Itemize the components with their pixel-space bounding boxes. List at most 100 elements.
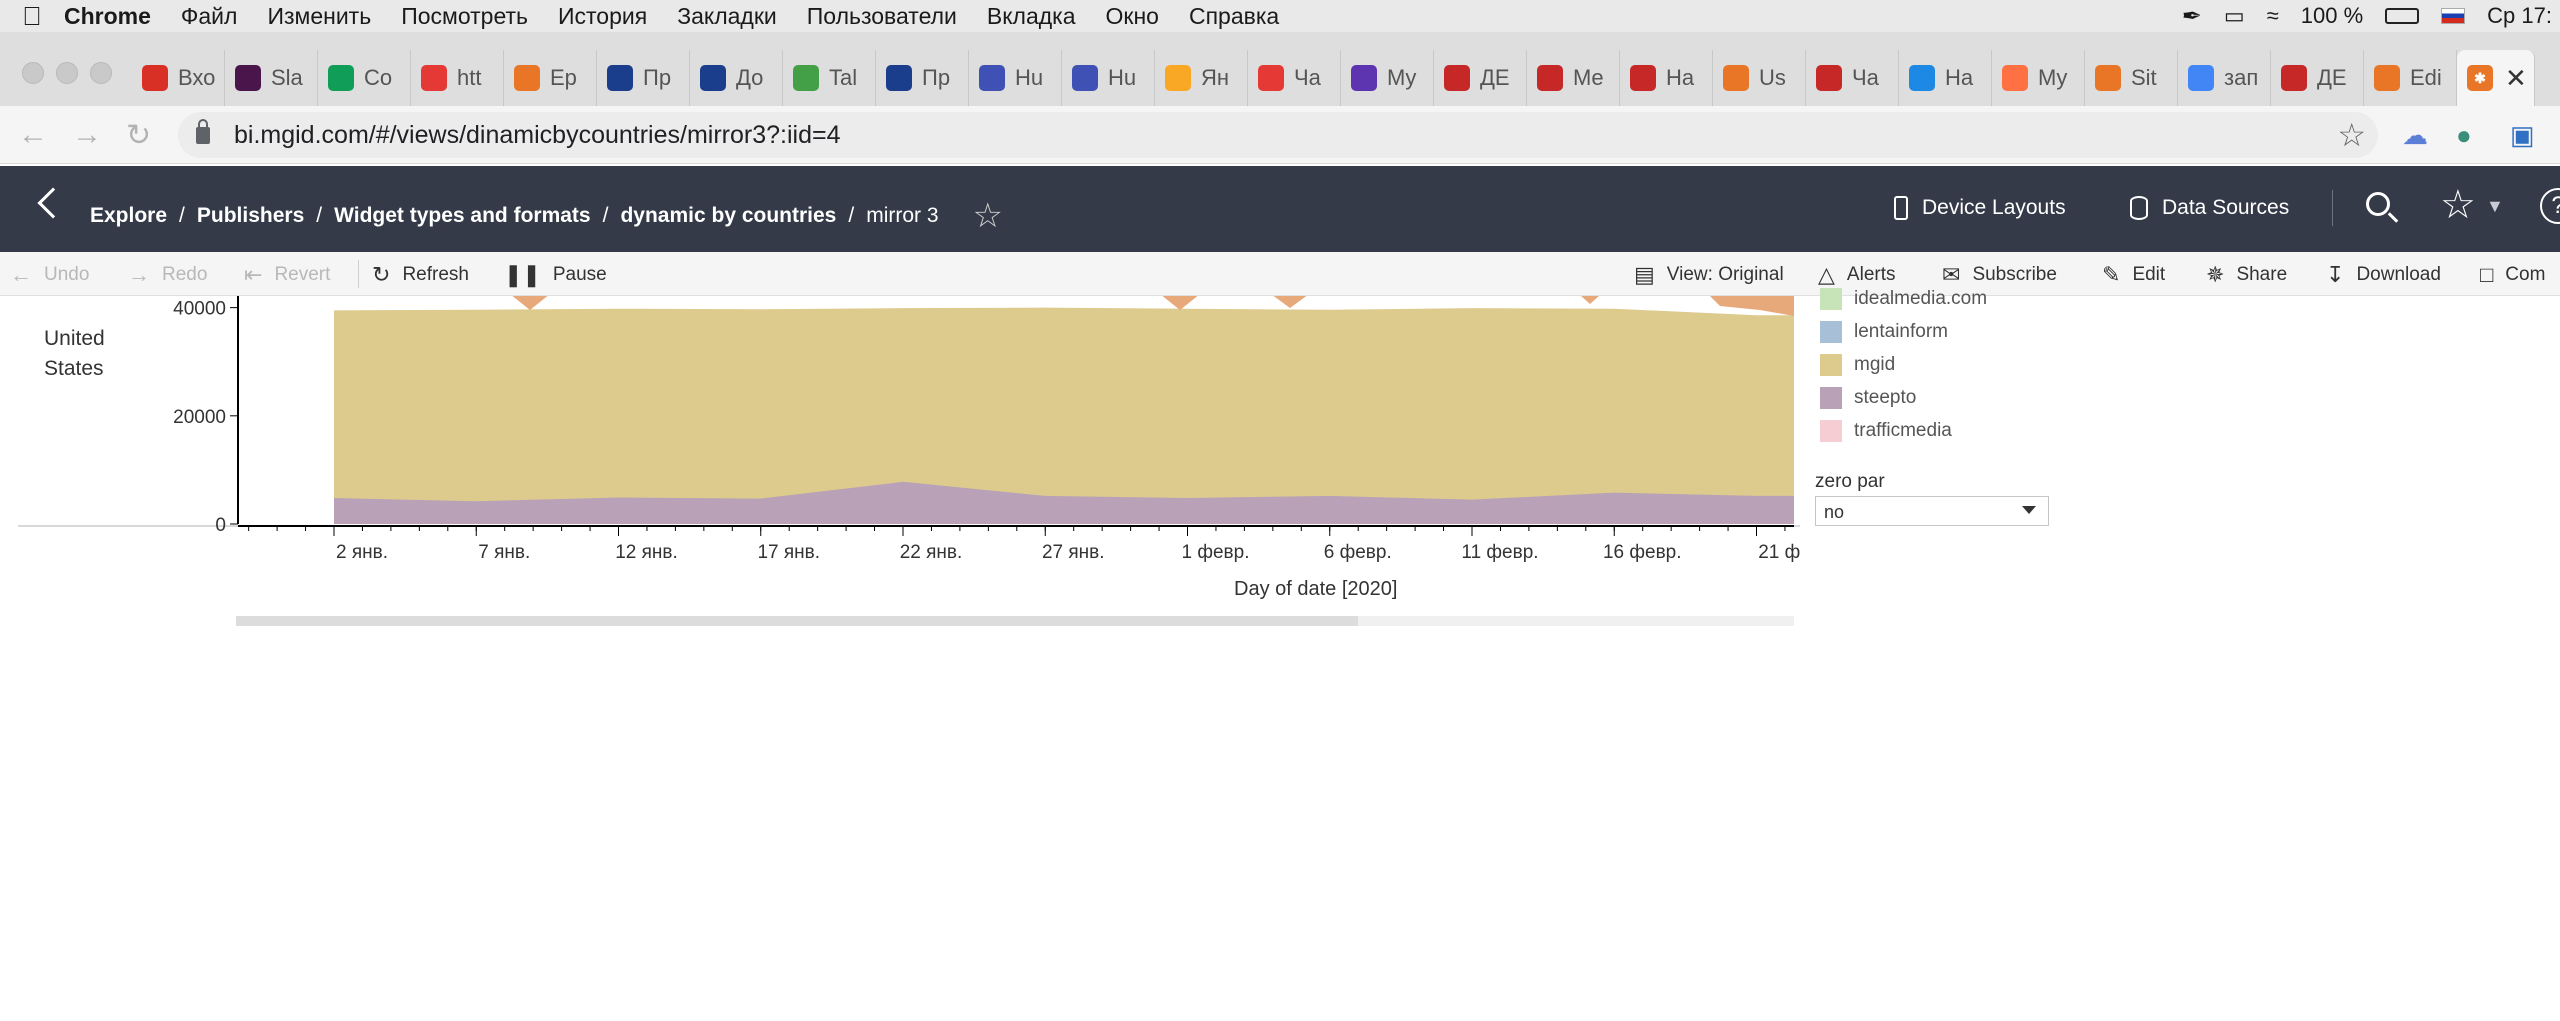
menu-item-users[interactable]: Пользователи [806,2,957,29]
subscribe-button[interactable]: ✉ Subscribe [1942,262,2057,288]
area-chart[interactable]: 0 20000 40000 2 янв. 7 янв. 12 янв. 17 янв. 22 … [0,296,1800,596]
browser-tab[interactable]: На [1620,50,1713,106]
breadcrumb-dynamic-by-countries[interactable]: dynamic by countries [620,204,837,227]
feather-icon[interactable]: ✒ [2181,2,2202,30]
favorite-star-icon[interactable]: ☆ [972,197,1004,235]
bookmark-star-icon[interactable]: ☆ [2337,117,2366,153]
outlook-extension-icon[interactable]: ▣ [2510,120,2535,150]
page-title: mirror 3 [866,204,939,227]
share-button[interactable]: ✵ Share [2206,262,2287,288]
turtle-extension-icon[interactable]: ● [2456,120,2472,150]
reload-icon[interactable]: ↻ [126,119,152,152]
menu-item-history[interactable]: История [558,2,648,29]
revert-button[interactable]: ⇤ Revert [244,262,330,288]
browser-tab[interactable]: Ep [504,50,597,106]
pause-button[interactable]: ❚❚ Pause [504,262,607,288]
menu-item-file[interactable]: Файл [180,2,238,29]
close-window-button[interactable] [22,62,44,84]
menu-item-tab[interactable]: Вкладка [986,2,1076,29]
legend-item[interactable]: steepto [1820,387,1916,409]
browser-tab[interactable]: My [1341,50,1434,106]
browser-tab-active[interactable]: ✱ ✕ [2457,50,2535,106]
menu-item-edit[interactable]: Изменить [267,2,372,29]
legend-item[interactable]: trafficmedia [1820,420,1952,442]
series-area-mgid[interactable] [334,307,1794,524]
browser-tab[interactable]: Us [1713,50,1806,106]
download-button[interactable]: ↧ Download [2326,262,2441,288]
browser-tab[interactable]: Sit [2085,50,2178,106]
back-arrow-icon[interactable]: ← [18,118,48,151]
browser-tab[interactable]: ДЕ [2271,50,2364,106]
horizontal-scrollbar-thumb[interactable] [236,616,1358,626]
menu-item-view[interactable]: Посмотреть [401,2,528,29]
browser-tab[interactable]: Hu [1062,50,1155,106]
legend-item[interactable]: lentainform [1820,321,1948,343]
series-area-steepto[interactable] [334,481,1794,524]
lock-icon[interactable] [196,118,210,144]
back-chevron-icon[interactable] [37,187,69,219]
legend-item[interactable]: mgid [1820,354,1895,376]
browser-tab[interactable]: Ча [1806,50,1899,106]
battery-percent[interactable]: 100 % [2300,3,2364,28]
forward-arrow-icon[interactable]: → [72,118,102,151]
browser-tab[interactable]: До [690,50,783,106]
data-sources-button[interactable]: Data Sources [2130,196,2289,220]
browser-tab[interactable]: Me [1527,50,1620,106]
zero-par-dropdown[interactable]: no [1815,496,2049,526]
alerts-button[interactable]: △ Alerts [1818,262,1896,288]
browser-tab[interactable]: Sla [225,50,318,106]
menu-item-help[interactable]: Справка [1188,2,1280,29]
chevron-down-icon[interactable]: ▼ [2486,196,2504,216]
url-text[interactable]: bi.mgid.com/#/views/dinamicbycountries/m… [234,120,841,149]
breadcrumb-explore[interactable]: Explore [90,204,168,227]
edit-button[interactable]: ✎ Edit [2102,262,2165,288]
menu-item-window[interactable]: Окно [1105,2,1159,29]
breadcrumb-separator: / [602,204,609,227]
apple-menu-icon[interactable]:  [0,1,64,32]
view-original-button[interactable]: ▤ View: Original [1634,262,1784,288]
comments-button[interactable]: □ Com [2480,262,2545,288]
help-icon[interactable]: ? [2540,188,2560,224]
legend-item[interactable]: idealmedia.com [1820,288,1987,310]
browser-tab[interactable]: Ча [1248,50,1341,106]
wifi-icon[interactable]: ≈ [2266,3,2279,28]
breadcrumb-widget-types[interactable]: Widget types and formats [334,204,591,227]
macos-menubar:  Chrome Файл Изменить Посмотреть Истори… [0,0,2560,32]
search-icon[interactable] [2366,192,2390,216]
menu-clock[interactable]: Ср 17: [2487,3,2552,28]
browser-tab[interactable]: Edi [2364,50,2457,106]
browser-tab[interactable]: Пр [876,50,969,106]
menu-app-name[interactable]: Chrome [64,2,151,29]
url-input[interactable]: bi.mgid.com/#/views/dinamicbycountries/m… [178,112,2378,158]
browser-tab[interactable]: Вхо [132,50,225,106]
close-tab-icon[interactable]: ✕ [2505,62,2527,93]
browser-tab[interactable]: Tal [783,50,876,106]
breadcrumb-publishers[interactable]: Publishers [196,204,305,227]
browser-tab[interactable]: Co [318,50,411,106]
cloud-extension-icon[interactable]: ☁ [2402,120,2428,150]
battery-icon[interactable] [2385,8,2420,24]
favorites-star-icon[interactable]: ☆ [2440,183,2476,227]
menu-item-bookmarks[interactable]: Закладки [677,2,777,29]
browser-tab[interactable]: Hu [969,50,1062,106]
breadcrumb-separator: / [179,204,185,227]
refresh-icon: ↻ [372,262,391,287]
refresh-button[interactable]: ↻ Refresh [372,262,469,288]
tab-title: ДЕ [1480,65,1510,90]
flag-icon[interactable] [2441,8,2466,24]
browser-tab[interactable]: Пр [597,50,690,106]
airplay-icon[interactable]: ▭ [2223,3,2245,28]
browser-tab[interactable]: Ян [1155,50,1248,106]
browser-tab[interactable]: На [1899,50,1992,106]
browser-tab[interactable]: htt [411,50,504,106]
undo-button[interactable]: ← Undo [10,262,89,288]
browser-tab[interactable]: My [1992,50,2085,106]
legend-swatch [1820,420,1842,442]
browser-tab[interactable]: зап [2178,50,2271,106]
zoom-window-button[interactable] [90,62,112,84]
redo-button[interactable]: → Redo [128,262,207,288]
tab-title: Ча [1294,65,1321,90]
device-layouts-button[interactable]: Device Layouts [1894,196,2066,220]
minimize-window-button[interactable] [56,62,78,84]
browser-tab[interactable]: ДЕ [1434,50,1527,106]
